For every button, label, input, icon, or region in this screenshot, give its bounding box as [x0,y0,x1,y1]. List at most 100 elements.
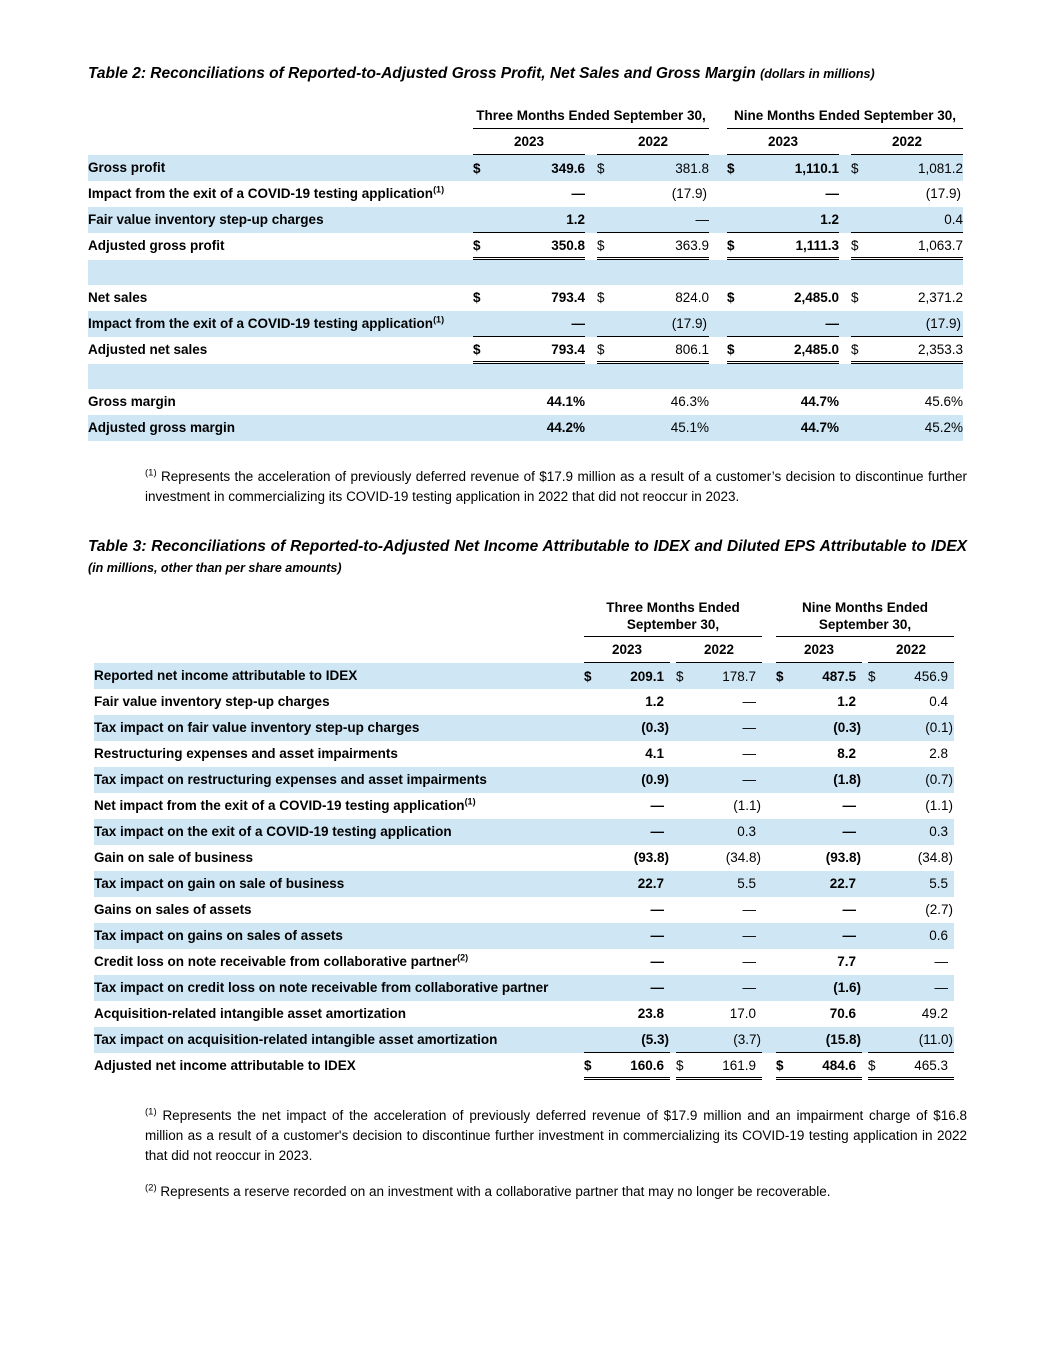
row-label: Impact from the exit of a COVID-19 testi… [88,310,473,337]
gap-cell [585,233,597,259]
dollar-cell [584,714,606,741]
table3-year-header-row: 2023 2022 2023 2022 [94,636,954,664]
value-cell: 45.2% [877,414,963,441]
dollar-cell: $ [473,232,499,261]
value-cell: (93.8) [825,850,861,866]
dollar-cell [584,818,606,845]
value-cell: — [623,206,709,234]
table-row: Gross margin 44.1% 46.3% 44.7% 45.6% [88,389,963,415]
table2-year-3m-2023: 2023 [473,128,585,156]
value-cell: — [742,694,757,710]
table-row: Adjusted net income attributable to IDEX… [94,1052,954,1081]
row-label: Net impact from the exit of a COVID-19 t… [94,796,476,814]
gap-cell [709,206,727,233]
spacer-cell [88,258,963,285]
gap-cell [762,949,776,975]
dollar-cell [776,974,798,1001]
dollar-cell: $ [597,232,623,261]
gap-cell [839,389,851,415]
dollar-cell: $ [597,290,605,306]
value-cell: — [650,798,665,814]
table-row: Tax impact on credit loss on note receiv… [94,974,954,1001]
dollar-cell [676,845,698,871]
dollar-cell [676,714,698,741]
row-label: Acquisition-related intangible asset amo… [94,1006,407,1022]
value-cell: 2,371.2 [917,290,963,306]
dollar-cell: $ [851,154,877,181]
value-cell: (0.9) [606,766,670,793]
value-cell: 824.0 [675,290,709,306]
gap-cell [762,922,776,949]
gap-cell [709,285,727,311]
value-cell: 23.8 [637,1006,664,1022]
dollar-cell [597,181,623,207]
row-label: Tax impact on fair value inventory step-… [94,714,584,741]
row-label: Tax impact on the exit of a COVID-19 tes… [94,818,584,845]
gap-cell [762,1026,776,1053]
value-cell: 46.3% [670,394,709,410]
value-cell: 2,485.0 [753,336,839,365]
table2-body: Gross profit $349.6 $381.8 $1,110.1 $1,081.2… [88,154,963,441]
dollar-cell [584,1001,606,1027]
dollar-cell [776,845,798,871]
dollar-cell: $ [868,1052,890,1081]
row-label: Restructuring expenses and asset impairm… [94,746,398,762]
table-row: Fair value inventory step-up charges 1.2 —… [94,689,954,715]
gap-cell [585,285,597,311]
value-cell: — [698,974,762,1001]
table3-group-header-row: Three Months Ended September 30, Nine Mo… [94,596,954,638]
value-cell: — [698,714,762,741]
value-cell: 1.2 [499,206,585,234]
gap-cell [862,766,868,793]
dollar-cell [776,689,798,715]
value-cell: (0.1) [890,714,954,741]
gap-cell [585,389,597,415]
empty-cell [709,129,727,155]
gap-cell [862,818,868,845]
table3-footnote-1: (1) Represents the net impact of the acc… [145,1106,967,1166]
dollar-cell: $ [851,232,877,261]
value-cell: — [650,902,665,918]
row-label: Tax impact on gains on sales of assets [94,922,584,949]
value-cell: (17.9) [877,310,963,338]
table3-title-text: Table 3: Reconciliations of Reported-to-… [88,537,967,555]
value-cell: 44.2% [499,414,585,441]
dollar-cell [776,741,798,767]
dollar-cell: $ [676,662,698,689]
table-row: Adjusted gross margin 44.2% 45.1% 44.7% 45.2… [88,414,963,441]
row-label: Gain on sale of business [94,850,254,866]
value-cell: — [698,766,762,793]
table-row: Tax impact on gains on sales of assets — —… [94,922,954,949]
gap-cell [762,1053,776,1079]
gap-cell [762,974,776,1001]
value-cell: — [742,954,757,970]
value-cell: (0.3) [798,714,862,741]
gap-cell [585,206,597,233]
gap-cell [839,414,851,441]
value-cell: 22.7 [798,870,862,897]
dollar-cell [776,922,798,949]
spacer-row [88,258,963,285]
value-cell: 487.5 [798,662,862,689]
table3-body: Reported net income attributable to IDEX… [94,662,954,1081]
dollar-cell [868,714,890,741]
gap-cell [862,714,868,741]
empty-cell [94,597,584,637]
value-cell: 178.7 [698,662,762,689]
value-cell: 22.7 [606,870,670,897]
value-cell: (15.8) [798,1026,862,1054]
gap-cell [762,793,776,819]
gap-cell [839,233,851,259]
gap-cell [670,870,676,897]
gap-cell [839,285,851,311]
row-label: Reported net income attributable to IDEX [94,662,584,689]
document-page: Table 2: Reconciliations of Reported-to-… [88,65,967,1199]
value-cell: 0.3 [890,818,954,845]
value-cell: 806.1 [623,336,709,365]
dollar-cell [676,922,698,949]
gap-cell [762,689,776,715]
dollar-cell: $ [584,662,606,689]
gap-cell [709,414,727,441]
value-cell: — [753,310,839,338]
gap-cell [585,310,597,337]
